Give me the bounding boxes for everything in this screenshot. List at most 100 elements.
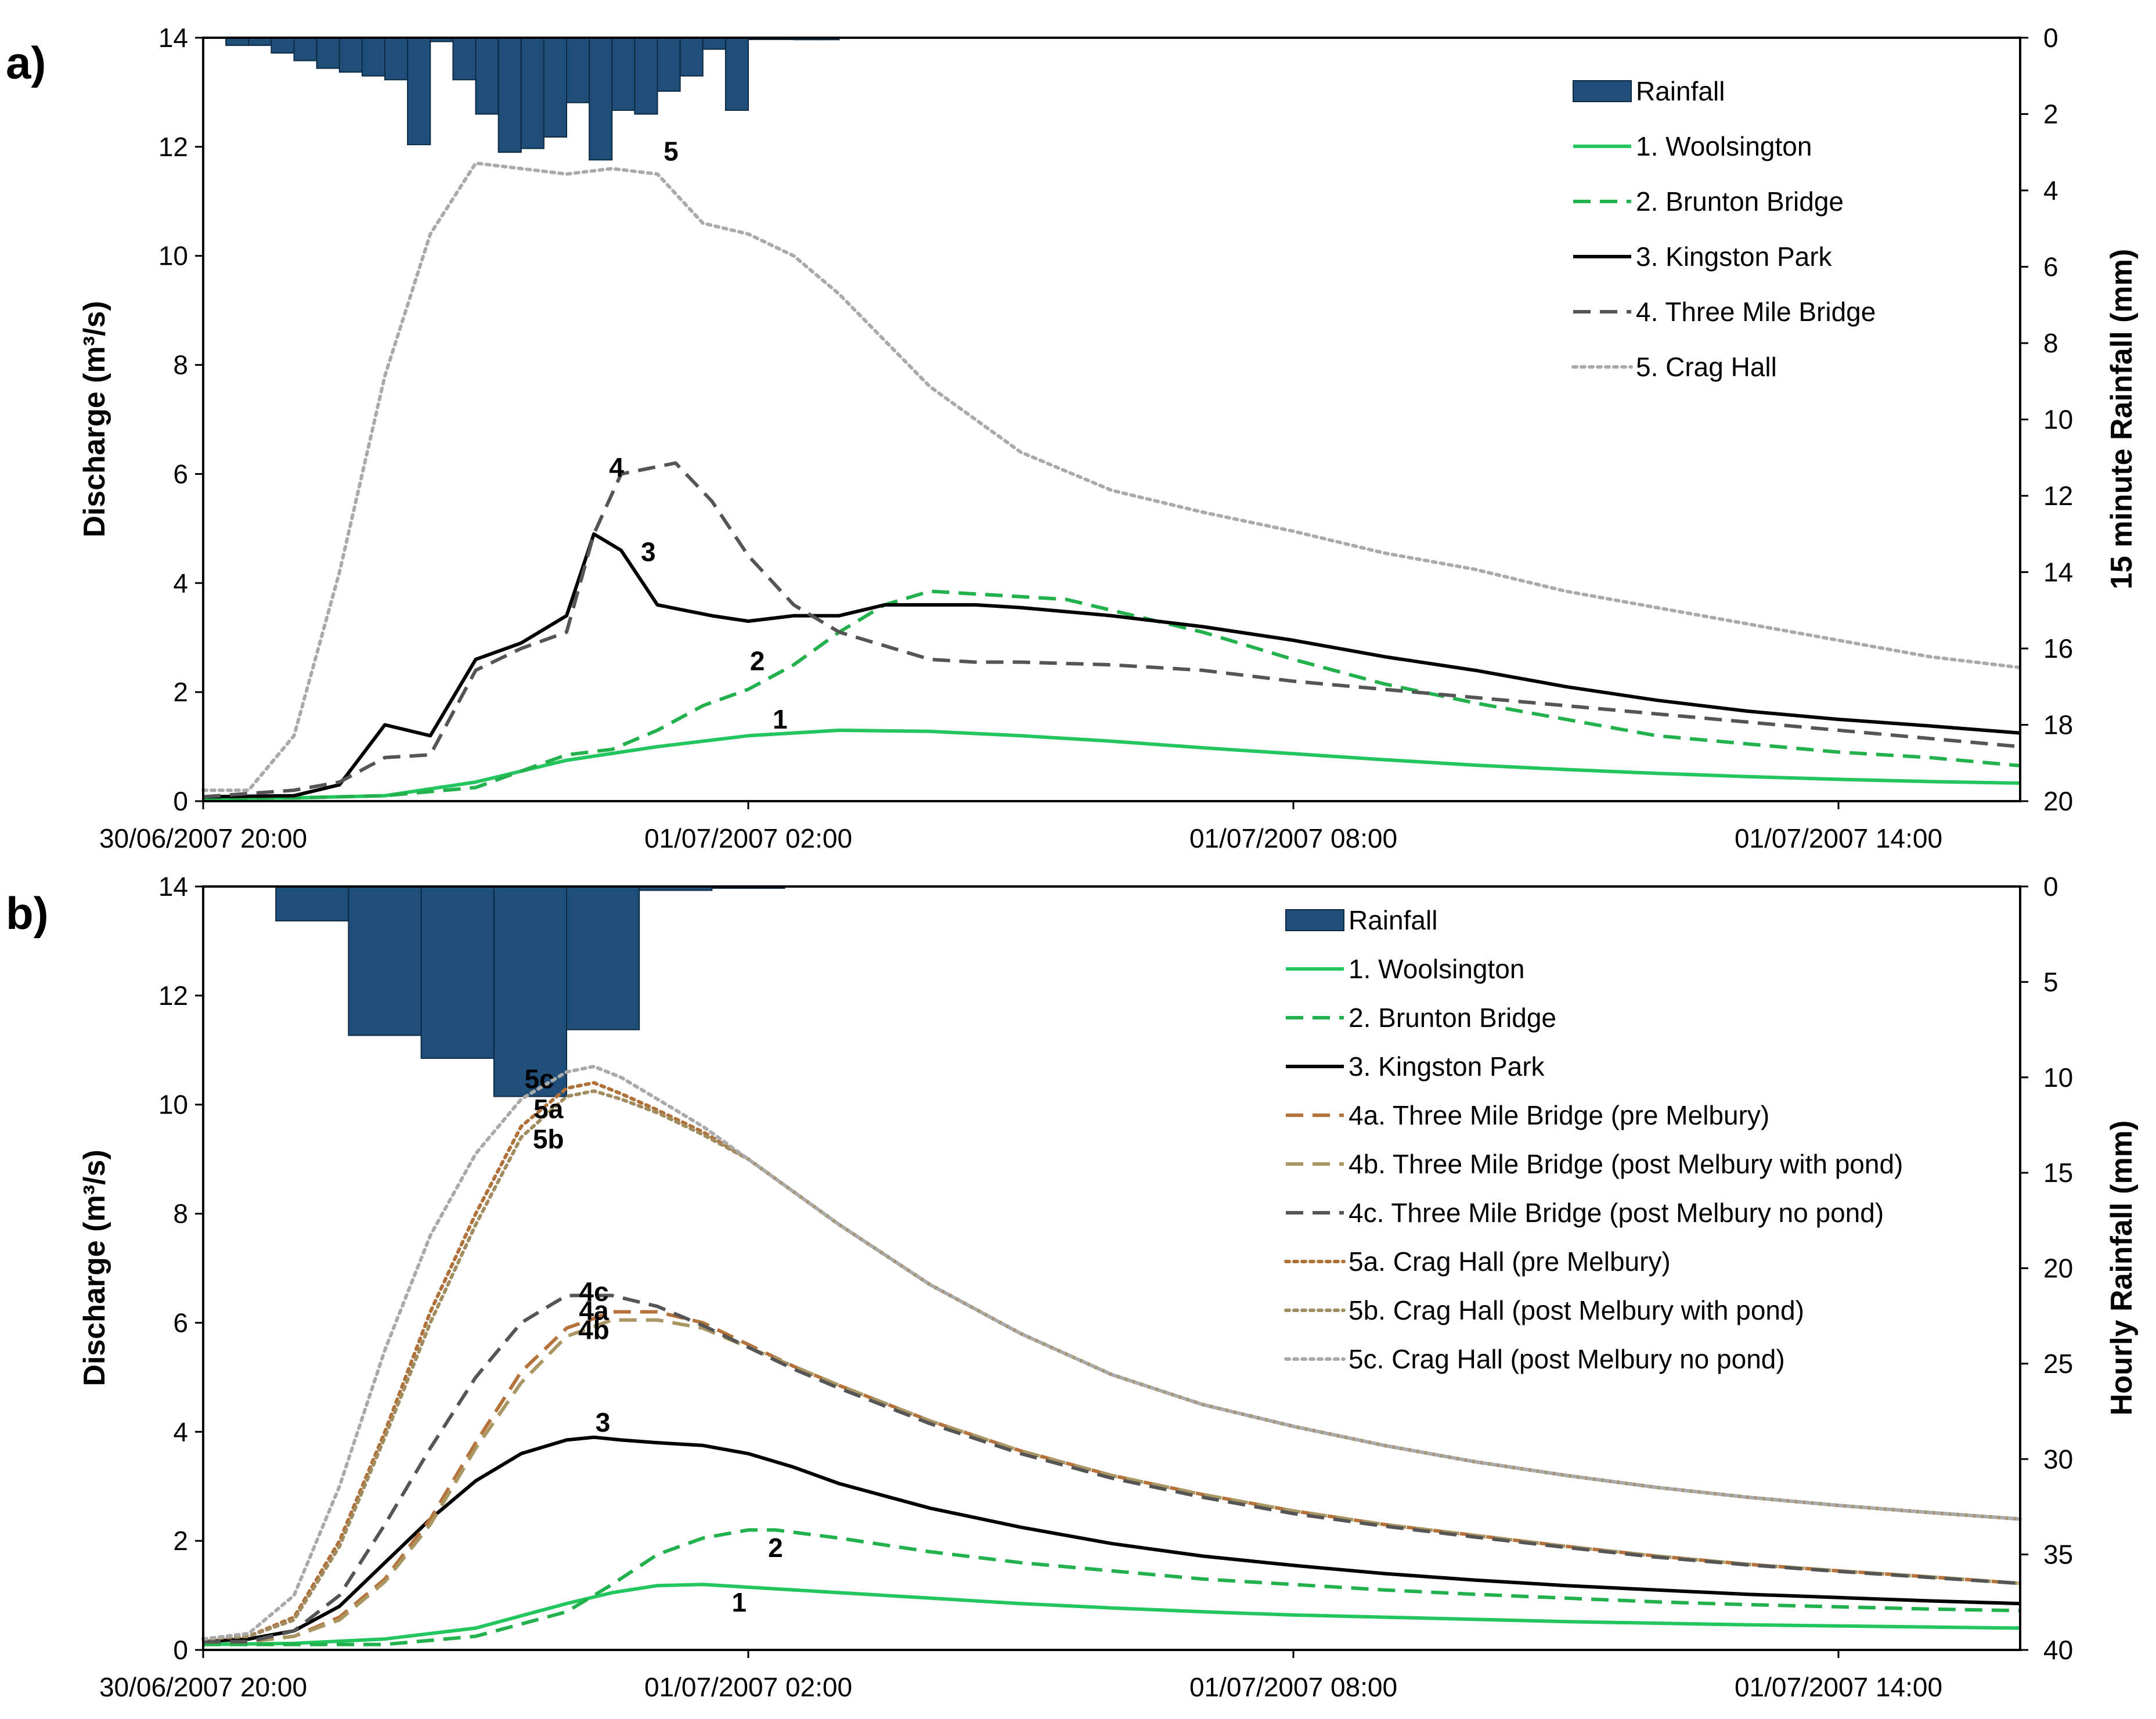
legend-item-4-three-mile-bridge: 4. Three Mile Bridge: [1573, 297, 1876, 327]
legend-label: Rainfall: [1636, 76, 1725, 106]
panel-a-left-axis: 0 2 4 6 8 10 12 14: [158, 23, 203, 816]
left-axis-tick-label: 14: [158, 871, 188, 902]
curve-label-4c: 4c: [579, 1277, 608, 1307]
right-axis-tick-label: 16: [2043, 633, 2073, 664]
x-axis-tick-label: 30/06/2007 20:00: [99, 823, 307, 853]
right-axis-tick-label: 15: [2043, 1158, 2073, 1188]
curve-label-2: 2: [750, 646, 765, 676]
legend-item-5b-crag-hall-post-melbury-with-pond: 5b. Crag Hall (post Melbury with pond): [1284, 1295, 1804, 1325]
right-axis-tick-label: 5: [2043, 967, 2058, 997]
legend-label: 5b. Crag Hall (post Melbury with pond): [1349, 1295, 1804, 1325]
x-axis-tick-label: 01/07/2007 14:00: [1735, 1672, 1942, 1702]
rainfall-bar: [384, 37, 409, 81]
panel-b-left-axis: 0 2 4 6 8 10 12 14: [158, 871, 203, 1665]
panel-b-rainfall-bars: [275, 886, 785, 1097]
panel-a-x-axis: 30/06/2007 20:00 01/07/2007 02:00 01/07/20…: [99, 801, 1942, 853]
legend-label: 4b. Three Mile Bridge (post Melbury with…: [1349, 1149, 1903, 1179]
curve-label-5c: 5c: [524, 1064, 554, 1094]
x-axis-tick-label: 01/07/2007 14:00: [1735, 823, 1942, 853]
legend-label: 4a. Three Mile Bridge (pre Melbury): [1349, 1100, 1769, 1130]
panel-a-curve-labels: 12 3 4 5: [609, 136, 787, 734]
legend-item-3-kingston-park: 3. Kingston Park: [1573, 242, 1833, 272]
right-axis-tick-label: 8: [2043, 328, 2058, 358]
right-axis-tick-label: 40: [2043, 1635, 2073, 1665]
curve-label-5: 5: [664, 136, 679, 166]
curve-label-4: 4: [609, 452, 624, 482]
right-axis-tick-label: 0: [2043, 23, 2058, 53]
legend-label: 5. Crag Hall: [1636, 352, 1777, 382]
rainfall-bar: [475, 37, 499, 115]
right-axis-tick-label: 0: [2043, 871, 2058, 902]
curve-label-4a: 4a: [579, 1296, 609, 1326]
series-line-3-kingston-park: [203, 1435, 2021, 1644]
legend-label: 2. Brunton Bridge: [1349, 1003, 1556, 1033]
legend-item-3-kingston-park: 3. Kingston Park: [1286, 1051, 1545, 1082]
panel-b-right-axis: 0 5 10 15 20 25 30 35 40: [2020, 871, 2073, 1665]
legend-label: 5a. Crag Hall (pre Melbury): [1349, 1246, 1671, 1277]
curve-label-2: 2: [768, 1533, 783, 1563]
left-axis-tick-label: 0: [173, 1635, 188, 1665]
right-axis-tick-label: 30: [2043, 1444, 2073, 1474]
left-axis-tick-label: 10: [158, 1090, 188, 1120]
legend-label: Rainfall: [1349, 905, 1437, 935]
legend-item-rainfall: Rainfall: [1285, 905, 1437, 935]
left-axis-tick-label: 12: [158, 981, 188, 1011]
legend-label: 4. Three Mile Bridge: [1636, 297, 1876, 327]
rainfall-bar: [497, 37, 522, 153]
panel-b-ylabel: Discharge (m³/s): [78, 1149, 111, 1386]
left-axis-tick-label: 6: [173, 1307, 188, 1338]
rainfall-bar: [611, 37, 636, 111]
rainfall-bar: [361, 37, 385, 77]
panel-a-label: a): [6, 37, 46, 88]
rainfall-bar: [493, 886, 567, 1097]
series-line-5c-crag-hall-post-melbury-no-pond: [201, 1065, 2022, 1641]
rainfall-bar: [634, 37, 658, 115]
legend-item-4b-three-mile-bridge-post-melbury-with-pond: 4b. Three Mile Bridge (post Melbury with…: [1286, 1149, 1903, 1179]
left-axis-tick-label: 8: [173, 350, 188, 380]
panel-a-ylabel: Discharge (m³/s): [78, 301, 111, 537]
legend-label: 4c. Three Mile Bridge (post Melbury no p…: [1349, 1198, 1884, 1228]
rainfall-bar: [702, 37, 726, 50]
legend-swatch-rainfall: [1573, 80, 1632, 102]
rainfall-bar: [275, 886, 349, 922]
x-axis-tick-label: 30/06/2007 20:00: [99, 1672, 307, 1702]
rainfall-bar: [520, 37, 545, 149]
panel-a-y2label: 15 minute Rainfall (mm): [2105, 249, 2139, 590]
series-line-4c-three-mile-bridge-post-melbury-no-pond: [203, 1293, 2021, 1644]
right-axis-tick-label: 20: [2043, 786, 2073, 816]
rainfall-bar: [338, 37, 363, 73]
legend-item-4c-three-mile-bridge-post-melbury-no-pond: 4c. Three Mile Bridge (post Melbury no p…: [1286, 1198, 1884, 1228]
legend-swatch-rainfall: [1285, 909, 1344, 931]
legend-label: 1. Woolsington: [1636, 131, 1812, 161]
curve-label-5a: 5a: [533, 1094, 564, 1124]
curve-label-1: 1: [732, 1587, 747, 1617]
right-axis-tick-label: 25: [2043, 1349, 2073, 1379]
series-line-5-crag-hall: [201, 161, 2022, 792]
right-axis-tick-label: 35: [2043, 1540, 2073, 1570]
rainfall-bar: [543, 37, 567, 138]
left-axis-tick-label: 2: [173, 1526, 188, 1556]
x-axis-tick-label: 01/07/2007 02:00: [644, 1672, 852, 1702]
rainfall-bar: [566, 886, 640, 1030]
legend-label: 3. Kingston Park: [1349, 1051, 1545, 1082]
panel-a-right-axis: 0 2 4 6 8 10 12 14 16 18 20: [2020, 23, 2073, 816]
panel-a-rainfall-bars: [225, 37, 840, 161]
curve-label-3: 3: [596, 1407, 611, 1437]
panel-b-y2label: Hourly Rainfall (mm): [2105, 1120, 2139, 1416]
legend-label: 1. Woolsington: [1349, 954, 1524, 984]
legend-item-2-brunton-bridge: 2. Brunton Bridge: [1573, 186, 1844, 217]
panel-b-x-axis: 30/06/2007 20:00 01/07/2007 02:00 01/07/20…: [99, 1650, 1942, 1702]
left-axis-tick-label: 10: [158, 241, 188, 271]
curve-label-5b: 5b: [533, 1124, 564, 1154]
legend-label: 2. Brunton Bridge: [1636, 186, 1844, 217]
rainfall-bar: [316, 37, 340, 69]
x-axis-tick-label: 01/07/2007 08:00: [1189, 1672, 1397, 1702]
curve-label-1: 1: [773, 704, 788, 734]
legend-item-2-brunton-bridge: 2. Brunton Bridge: [1286, 1003, 1556, 1033]
panel-b-series-lines: [201, 1065, 2022, 1646]
right-axis-tick-label: 14: [2043, 557, 2073, 588]
left-axis-tick-label: 0: [173, 786, 188, 816]
legend-item-1-woolsington: 1. Woolsington: [1286, 954, 1524, 984]
